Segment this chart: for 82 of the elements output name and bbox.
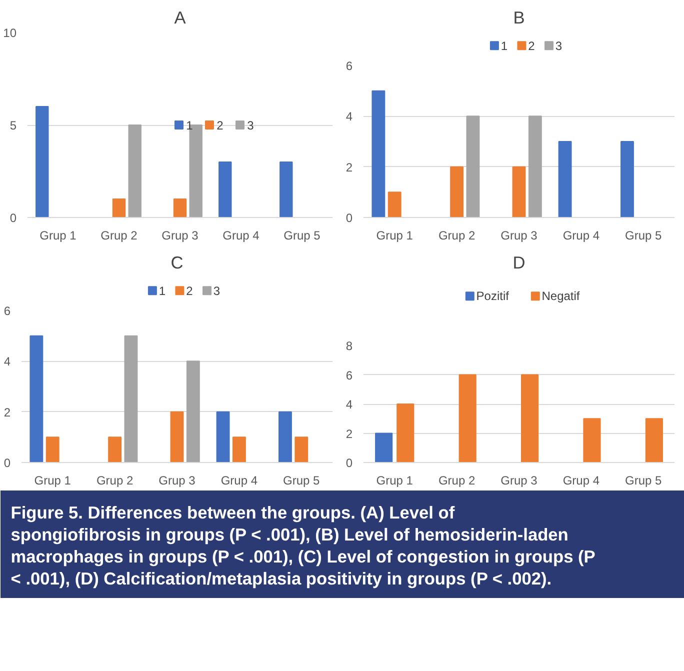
bar: [128, 124, 142, 218]
x-tick-label: Grup 4: [562, 228, 600, 242]
x-tick-label: Grup 2: [96, 474, 134, 488]
bar: [528, 116, 542, 218]
y-tick-label: 4: [346, 110, 353, 124]
x-tick-label: Grup 1: [376, 228, 414, 242]
bar: [232, 436, 246, 462]
bar: [372, 90, 386, 218]
x-tick-label: Grup 2: [438, 228, 476, 242]
bar: [388, 192, 402, 218]
bar: [170, 411, 184, 462]
x-tick-label: Grup 3: [158, 474, 196, 488]
x-tick-label: Grup 5: [284, 228, 321, 242]
bar: [36, 106, 49, 218]
y-tick-label: 5: [10, 118, 17, 132]
bar: [112, 198, 126, 218]
legend-label: Negatif: [542, 289, 580, 304]
bar: [558, 141, 572, 218]
chart-title: C: [170, 252, 184, 272]
bar: [375, 432, 393, 462]
y-tick-label: 0: [346, 211, 353, 225]
x-tick-label: Grup 1: [40, 228, 77, 242]
y-tick-label: 10: [3, 26, 17, 40]
bar: [520, 374, 539, 462]
x-tick-label: Grup 1: [34, 474, 72, 488]
y-tick-label: 2: [346, 160, 353, 174]
bar: [278, 411, 292, 462]
legend-label: 2: [528, 39, 536, 54]
bar: [512, 166, 526, 218]
caption: Figure 5. Differences between the groups. (A) Level of spongiofibrosis in groups (P < .001), (B) Level of hemosiderin-laden macrophages in groups (P < .001), (C) Level of congestion in groups (P < .001), (D) Calcification/metaplasia positivity in groups (P < .002).: [10, 502, 596, 588]
x-tick-label: Grup 3: [162, 228, 199, 242]
y-tick-label: 6: [4, 304, 11, 318]
legend-label: 3: [247, 118, 254, 132]
x-tick-label: Grup 5: [625, 228, 662, 242]
x-tick-label: Grup 3: [500, 228, 538, 242]
bar: [458, 374, 476, 462]
bar: [280, 162, 293, 218]
y-tick-label: 2: [346, 426, 353, 441]
legend-label: 3: [555, 39, 562, 54]
bar: [173, 198, 187, 218]
y-tick-label: 0: [4, 456, 11, 470]
bar: [645, 418, 663, 462]
x-tick-label: Grup 1: [376, 474, 414, 488]
y-tick-label: 0: [346, 456, 353, 470]
x-tick-label: Grup 5: [283, 474, 320, 488]
legend-label: 1: [500, 39, 508, 54]
bar: [46, 436, 60, 462]
bar: [218, 162, 232, 218]
x-tick-label: Grup 4: [220, 474, 258, 488]
legend-label: Pozitif: [476, 289, 510, 304]
legend-label: 2: [186, 284, 194, 298]
x-tick-label: Grup 3: [500, 474, 538, 488]
y-tick-label: 4: [4, 354, 11, 369]
legend-label: 1: [158, 284, 166, 298]
y-tick-label: 8: [346, 339, 353, 353]
x-tick-label: Grup 4: [222, 228, 260, 242]
bar: [216, 411, 230, 462]
legend-label: 1: [186, 118, 194, 132]
bar: [108, 436, 122, 462]
legend-label: 3: [213, 284, 220, 298]
y-tick-label: 6: [346, 59, 353, 73]
bar: [396, 404, 414, 462]
y-tick-label: 2: [4, 405, 11, 420]
legend-label: 2: [216, 118, 224, 132]
bar: [30, 335, 44, 462]
chart-title: B: [513, 8, 525, 28]
bar: [583, 418, 601, 462]
bar: [186, 360, 200, 462]
y-tick-label: 6: [346, 368, 353, 382]
y-tick-label: 0: [10, 211, 17, 225]
x-tick-label: Grup 5: [625, 474, 662, 488]
bar: [294, 436, 308, 462]
bar: [620, 141, 634, 218]
x-tick-label: Grup 2: [100, 228, 138, 242]
bar: [466, 116, 480, 218]
bar: [124, 335, 138, 462]
x-tick-label: Grup 4: [562, 474, 600, 488]
chart-title: A: [174, 8, 186, 28]
bar: [450, 166, 464, 218]
y-tick-label: 4: [346, 398, 353, 412]
chart-title: D: [512, 252, 526, 272]
x-tick-label: Grup 2: [438, 474, 476, 488]
